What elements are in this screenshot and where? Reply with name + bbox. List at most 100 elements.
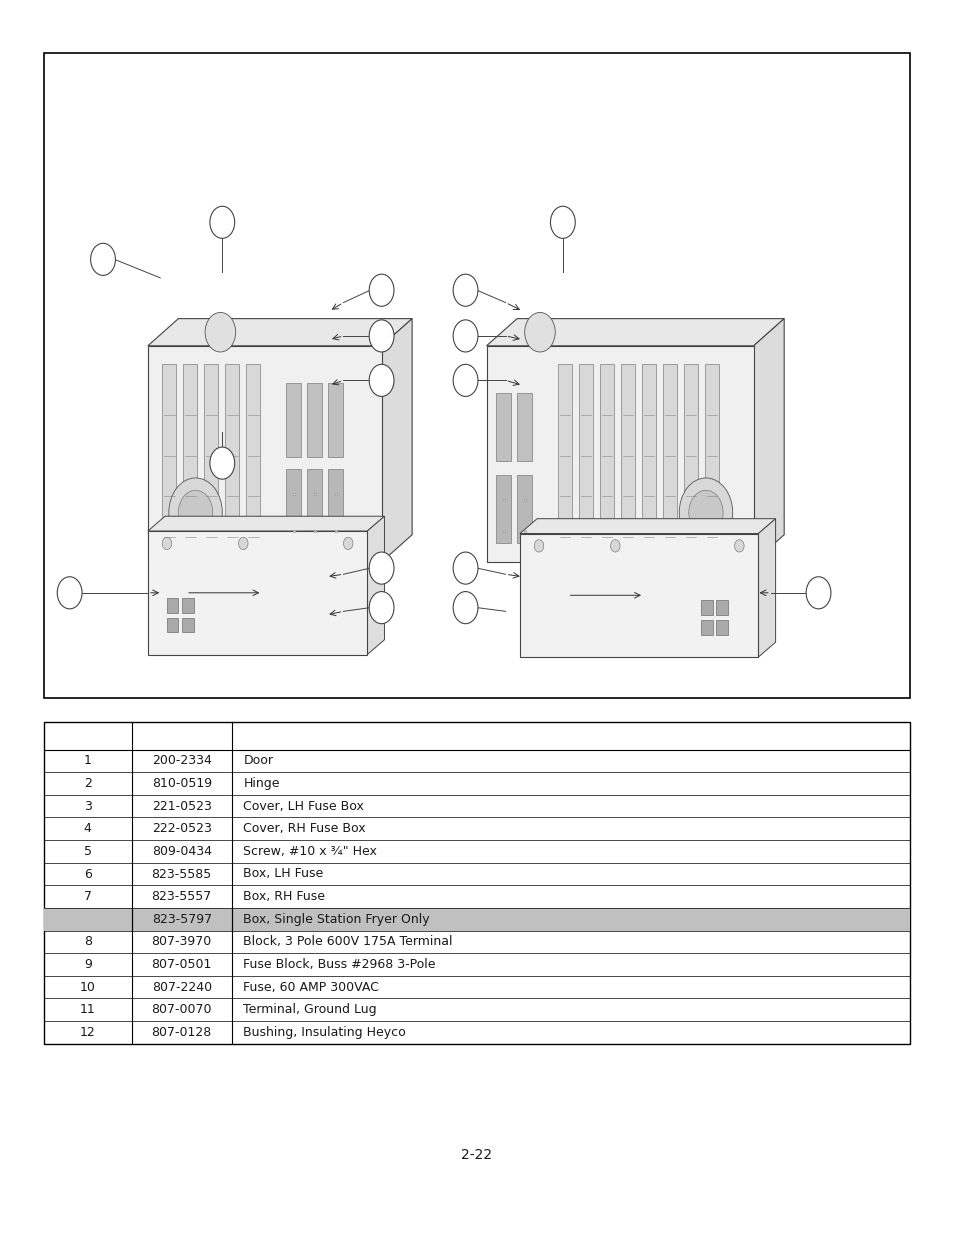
Text: 1: 1 bbox=[84, 755, 91, 767]
Text: 11: 11 bbox=[80, 1003, 95, 1016]
Text: 6: 6 bbox=[84, 867, 91, 881]
Text: Fuse Block, Buss #2968 3-Pole: Fuse Block, Buss #2968 3-Pole bbox=[243, 958, 436, 971]
Bar bbox=[246, 364, 260, 543]
Circle shape bbox=[369, 592, 394, 624]
Text: Door: Door bbox=[243, 755, 273, 767]
Bar bbox=[167, 618, 178, 632]
Bar bbox=[641, 364, 656, 543]
Bar bbox=[558, 364, 572, 543]
Text: 807-0128: 807-0128 bbox=[152, 1026, 212, 1039]
Bar bbox=[44, 908, 909, 930]
Text: 810-0519: 810-0519 bbox=[152, 777, 212, 790]
Bar bbox=[328, 469, 343, 543]
Text: Box, Single Station Fryer Only: Box, Single Station Fryer Only bbox=[243, 913, 430, 926]
Text: 8: 8 bbox=[84, 935, 91, 948]
Bar bbox=[700, 600, 712, 615]
Circle shape bbox=[369, 364, 394, 396]
Bar bbox=[517, 393, 532, 461]
Circle shape bbox=[734, 540, 743, 552]
Bar bbox=[44, 722, 909, 1044]
Polygon shape bbox=[148, 319, 412, 346]
Text: Cover, RH Fuse Box: Cover, RH Fuse Box bbox=[243, 823, 366, 835]
Bar bbox=[486, 346, 753, 562]
Circle shape bbox=[453, 320, 477, 352]
Circle shape bbox=[805, 577, 830, 609]
Circle shape bbox=[369, 552, 394, 584]
Text: Cover, LH Fuse Box: Cover, LH Fuse Box bbox=[243, 800, 364, 813]
Circle shape bbox=[343, 537, 353, 550]
Text: 809-0434: 809-0434 bbox=[152, 845, 212, 858]
Text: Hinge: Hinge bbox=[243, 777, 279, 790]
Text: 2-22: 2-22 bbox=[461, 1147, 492, 1162]
Text: 5: 5 bbox=[84, 845, 91, 858]
Circle shape bbox=[210, 206, 234, 238]
Bar bbox=[167, 598, 178, 613]
Text: 12: 12 bbox=[80, 1026, 95, 1039]
Text: 807-3970: 807-3970 bbox=[152, 935, 212, 948]
Text: 200-2334: 200-2334 bbox=[152, 755, 212, 767]
Text: Block, 3 Pole 600V 175A Terminal: Block, 3 Pole 600V 175A Terminal bbox=[243, 935, 453, 948]
Bar bbox=[204, 364, 218, 543]
Bar bbox=[225, 364, 239, 543]
Bar bbox=[307, 469, 322, 543]
Circle shape bbox=[688, 490, 722, 535]
Bar bbox=[328, 383, 343, 457]
Text: Box, LH Fuse: Box, LH Fuse bbox=[243, 867, 323, 881]
Text: 823-5585: 823-5585 bbox=[152, 867, 212, 881]
Text: 807-0070: 807-0070 bbox=[152, 1003, 212, 1016]
Circle shape bbox=[369, 320, 394, 352]
Circle shape bbox=[453, 552, 477, 584]
Bar bbox=[182, 598, 193, 613]
Circle shape bbox=[169, 478, 222, 547]
Bar bbox=[496, 393, 511, 461]
Polygon shape bbox=[753, 319, 783, 562]
Bar bbox=[44, 53, 909, 698]
Bar bbox=[519, 534, 758, 657]
Circle shape bbox=[369, 274, 394, 306]
Circle shape bbox=[178, 490, 213, 535]
Polygon shape bbox=[486, 319, 783, 346]
Text: 807-0501: 807-0501 bbox=[152, 958, 212, 971]
Bar bbox=[183, 364, 197, 543]
Bar bbox=[704, 364, 719, 543]
Text: 9: 9 bbox=[84, 958, 91, 971]
Text: 807-2240: 807-2240 bbox=[152, 981, 212, 993]
Text: Box, RH Fuse: Box, RH Fuse bbox=[243, 890, 325, 903]
Bar bbox=[182, 618, 193, 632]
Bar bbox=[683, 364, 698, 543]
Text: Fuse, 60 AMP 300VAC: Fuse, 60 AMP 300VAC bbox=[243, 981, 378, 993]
Bar bbox=[307, 383, 322, 457]
Polygon shape bbox=[381, 319, 412, 562]
Bar bbox=[496, 475, 511, 543]
Text: 823-5797: 823-5797 bbox=[152, 913, 212, 926]
Circle shape bbox=[534, 540, 543, 552]
Circle shape bbox=[205, 312, 235, 352]
Text: 10: 10 bbox=[80, 981, 95, 993]
Text: 823-5557: 823-5557 bbox=[152, 890, 212, 903]
Polygon shape bbox=[519, 519, 775, 534]
Circle shape bbox=[453, 274, 477, 306]
Bar bbox=[700, 620, 712, 635]
Text: 7: 7 bbox=[84, 890, 91, 903]
Bar bbox=[148, 346, 381, 562]
Text: 4: 4 bbox=[84, 823, 91, 835]
Bar bbox=[148, 531, 367, 655]
Bar bbox=[517, 475, 532, 543]
Circle shape bbox=[453, 592, 477, 624]
Bar bbox=[578, 364, 593, 543]
Text: Bushing, Insulating Heyco: Bushing, Insulating Heyco bbox=[243, 1026, 406, 1039]
Bar bbox=[162, 364, 176, 543]
Bar bbox=[599, 364, 614, 543]
Polygon shape bbox=[148, 516, 384, 531]
Bar bbox=[286, 469, 301, 543]
Bar bbox=[716, 600, 727, 615]
Text: 3: 3 bbox=[84, 800, 91, 813]
Text: 2: 2 bbox=[84, 777, 91, 790]
Circle shape bbox=[679, 478, 732, 547]
Bar bbox=[716, 620, 727, 635]
Bar bbox=[620, 364, 635, 543]
Text: Terminal, Ground Lug: Terminal, Ground Lug bbox=[243, 1003, 376, 1016]
Circle shape bbox=[524, 312, 555, 352]
Bar bbox=[662, 364, 677, 543]
Circle shape bbox=[57, 577, 82, 609]
